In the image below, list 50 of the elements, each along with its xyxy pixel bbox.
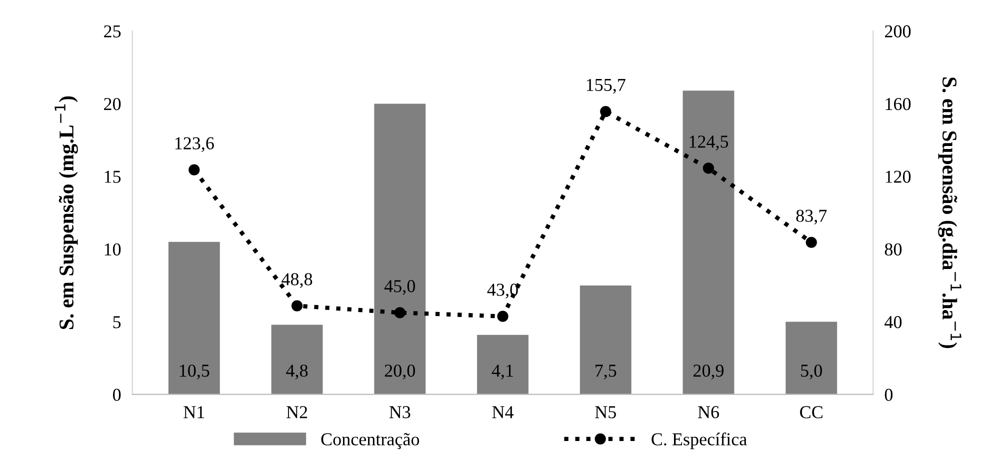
y-axis-title: S. em Suspensão (mg.L$^{−1}$) <box>54 96 78 330</box>
data-label: 5,0 <box>801 364 822 380</box>
x-tick-label: N1 <box>184 406 204 418</box>
y2-tick-label: 40 <box>884 316 902 328</box>
data-label: 4,8 <box>286 364 308 380</box>
data-label: 20,9 <box>693 364 724 380</box>
point <box>806 236 817 248</box>
x-tick-label: N6 <box>698 406 719 418</box>
data-label: 83,7 <box>796 210 827 224</box>
y-tick-label: 20 <box>104 98 121 110</box>
bar <box>786 322 838 394</box>
x-tick-label: N2 <box>286 406 308 418</box>
data-label: 123,6 <box>175 137 214 152</box>
point <box>394 307 406 318</box>
y2-tick-label: 80 <box>884 243 902 256</box>
bar <box>374 104 426 394</box>
y-tick-label: 0 <box>112 388 121 401</box>
bar <box>682 90 734 394</box>
point <box>497 310 508 322</box>
bar <box>168 242 220 394</box>
x-tick-label: N5 <box>595 406 616 418</box>
bar <box>271 324 323 394</box>
point <box>188 164 200 176</box>
point <box>600 106 612 118</box>
y2-tick-label: 160 <box>886 98 911 110</box>
data-label: 10,5 <box>180 364 210 380</box>
y-tick-label: 25 <box>104 25 121 38</box>
data-label: 7,5 <box>596 364 616 380</box>
x-tick-label: N3 <box>389 406 410 418</box>
y-tick-label: 5 <box>113 316 121 328</box>
y2-tick-label: 200 <box>884 25 911 38</box>
y-tick-label: 15 <box>104 170 121 183</box>
legend-label: C. Específica <box>652 432 747 450</box>
legend-label: Concentração <box>321 433 420 450</box>
x-tick-label: CC <box>800 406 822 418</box>
data-label: 45,0 <box>384 280 416 295</box>
data-label: 4,1 <box>492 364 513 380</box>
x-tick-label: N4 <box>492 406 514 418</box>
data-label: 124,5 <box>690 136 728 150</box>
bar <box>580 285 632 394</box>
bar <box>477 334 528 394</box>
y2-tick-label: 120 <box>886 170 911 183</box>
y2-axis-title: S. em Supensão (g.dia$^{−1}$.ha$^{−1}$) <box>938 78 962 348</box>
point <box>702 162 714 174</box>
y2-tick-label: 0 <box>884 388 893 401</box>
y-tick-label: 10 <box>104 243 121 256</box>
data-label: 48,8 <box>282 273 312 288</box>
point <box>291 300 303 312</box>
data-label: 20,0 <box>384 364 416 380</box>
data-label: 155,7 <box>586 78 626 94</box>
